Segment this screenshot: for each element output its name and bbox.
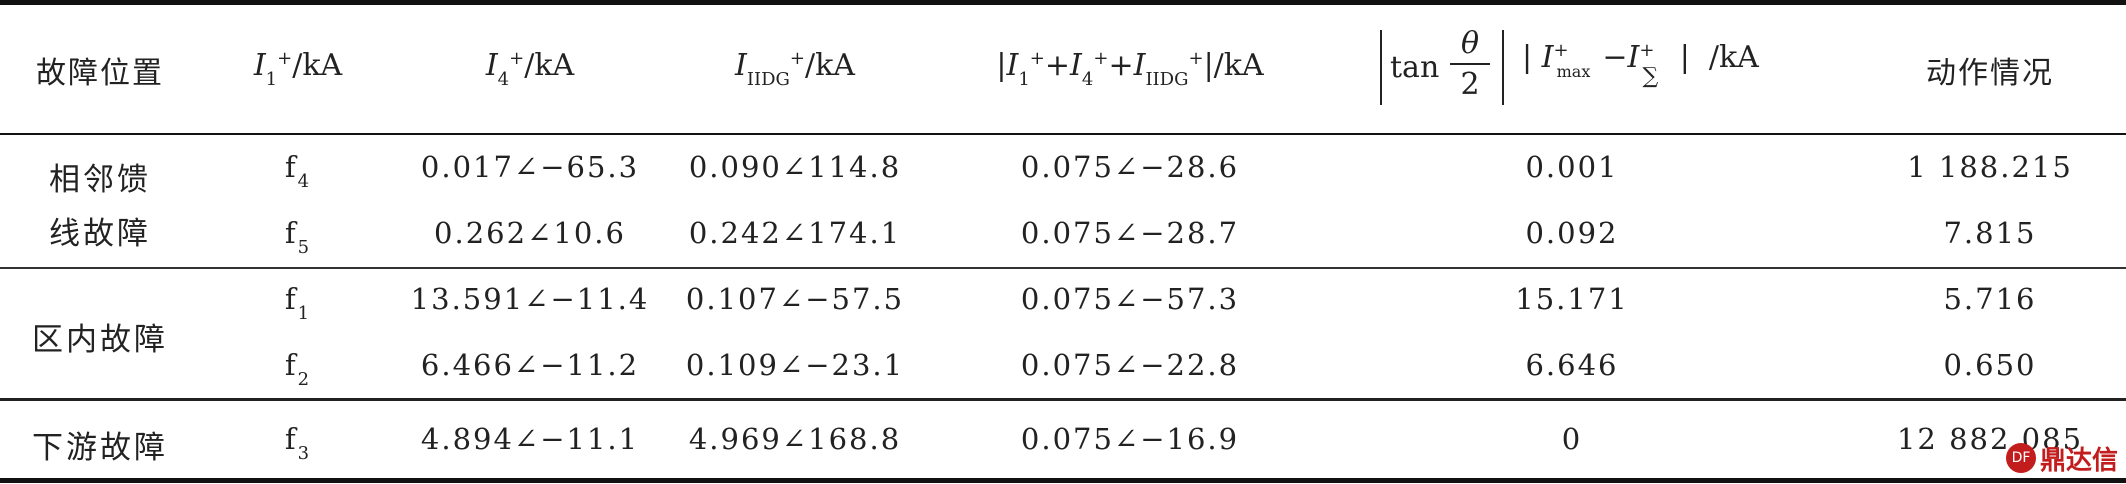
table-row-2-point: f5 bbox=[284, 216, 312, 258]
header-rule bbox=[0, 133, 2126, 135]
table-row-3-action: 5.716 bbox=[1943, 282, 2037, 316]
table-row-1-i4: 0.090∠114.8 bbox=[688, 150, 902, 184]
header-fault-position: 故障位置 bbox=[36, 56, 164, 91]
table-row-5-i4: 4.969∠168.8 bbox=[688, 422, 902, 456]
table-row-2-tan: 0.092 bbox=[1525, 216, 1619, 250]
theta-symbol: θ bbox=[1460, 26, 1480, 61]
table-row-1-point: f4 bbox=[284, 150, 312, 192]
logo-text: 鼎达信 bbox=[2039, 445, 2118, 476]
header-tan-theta: tan θ 2 | I+max −I+∑ | /kA bbox=[1380, 26, 2020, 105]
table-row-1-i1: 0.017∠−65.3 bbox=[420, 150, 640, 184]
table-row-4-tan: 6.646 bbox=[1525, 348, 1619, 382]
table-row-5-i1: 4.894∠−11.1 bbox=[420, 422, 640, 456]
abs-bar-right bbox=[1502, 30, 1504, 105]
table-row-3-tan: 15.171 bbox=[1515, 282, 1629, 316]
table-row-4-i1: 6.466∠−11.2 bbox=[420, 348, 640, 382]
watermark-logo: DF 鼎达信 bbox=[2005, 438, 2118, 478]
header-i1: I1+/kA bbox=[253, 48, 343, 90]
table-row-2-i4: 0.242∠174.1 bbox=[688, 216, 902, 250]
table-row-1-tan: 0.001 bbox=[1525, 150, 1619, 184]
table-row-3-i4: 0.107∠−57.5 bbox=[685, 282, 905, 316]
header-imax-diff: | I+max −I+∑ | /kA bbox=[1522, 40, 1759, 89]
group-rule-1 bbox=[0, 267, 2126, 269]
header-iiidg: IIIDG+/kA bbox=[735, 48, 855, 90]
table-top-rule bbox=[0, 0, 2126, 5]
table-row-3-point: f1 bbox=[284, 282, 312, 324]
table-row-2-action: 7.815 bbox=[1943, 216, 2037, 250]
table-row-1-sum: 0.075∠−28.6 bbox=[1020, 150, 1240, 184]
table-row-4-point: f2 bbox=[284, 348, 312, 390]
table-row-4-sum: 0.075∠−22.8 bbox=[1020, 348, 1240, 382]
table-row-3-sum: 0.075∠−57.3 bbox=[1020, 282, 1240, 316]
theta-fraction: θ 2 bbox=[1450, 26, 1490, 102]
table-row-5-sum: 0.075∠−16.9 bbox=[1020, 422, 1240, 456]
group-adjacent-line2: 线故障 bbox=[49, 216, 151, 252]
header-i4: I4+/kA bbox=[485, 48, 575, 90]
group-adjacent-line1: 相邻馈 bbox=[49, 162, 151, 198]
group-internal: 区内故障 bbox=[32, 322, 168, 358]
fraction-denominator: 2 bbox=[1460, 67, 1480, 102]
group-downstream: 下游故障 bbox=[32, 430, 168, 466]
table-row-3-i1: 13.591∠−11.4 bbox=[410, 282, 650, 316]
logo-icon: DF bbox=[2005, 443, 2036, 473]
table-row-4-i4: 0.109∠−23.1 bbox=[685, 348, 905, 382]
table-row-2-i1: 0.262∠10.6 bbox=[434, 216, 626, 250]
abs-bar-left bbox=[1380, 30, 1382, 105]
header-sum: |I1++I4++IIIDG+|/kA bbox=[996, 48, 1264, 90]
table-row-5-action: 12 882.085 bbox=[1896, 422, 2084, 456]
tan-label: tan bbox=[1390, 50, 1440, 85]
table-row-4-action: 0.650 bbox=[1943, 348, 2037, 382]
table-bottom-rule bbox=[0, 478, 2126, 483]
group-rule-2 bbox=[0, 398, 2126, 401]
table-row-5-point: f3 bbox=[284, 422, 312, 464]
table-row-1-action: 1 188.215 bbox=[1907, 150, 2073, 184]
table-row-5-tan: 0 bbox=[1561, 422, 1583, 456]
table-row-2-sum: 0.075∠−28.7 bbox=[1020, 216, 1240, 250]
header-action: 动作情况 bbox=[1926, 56, 2054, 91]
